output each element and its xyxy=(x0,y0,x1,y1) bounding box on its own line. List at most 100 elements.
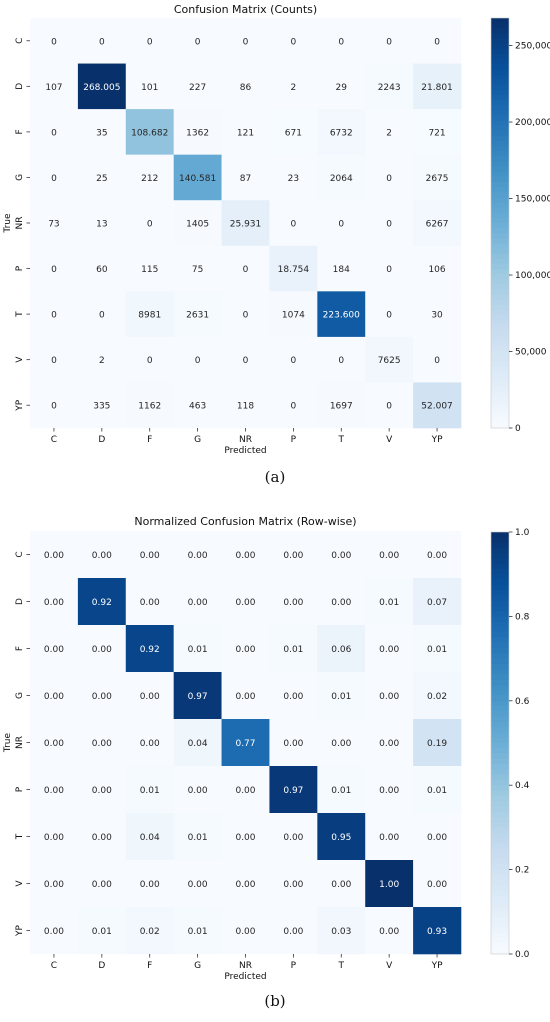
cell-value-label: 212 xyxy=(141,174,158,184)
colorbar-segment xyxy=(491,274,509,280)
cell-value-label: 227 xyxy=(189,83,206,93)
cell-value-label: 0.01 xyxy=(188,833,208,843)
heatmap-cell xyxy=(269,766,318,814)
cell-value-label: 25 xyxy=(96,174,107,184)
heatmap-cell xyxy=(269,813,318,861)
colorbar-segment xyxy=(491,558,509,565)
colorbar-segment xyxy=(491,310,509,316)
heatmap-cell xyxy=(30,63,79,110)
cell-value-label: 0.00 xyxy=(140,692,160,702)
cell-value-label: 0.01 xyxy=(427,645,447,655)
colorbar-segment xyxy=(491,853,509,860)
heatmap-cell xyxy=(365,672,414,720)
colorbar-segment xyxy=(491,906,509,913)
colorbar-segment xyxy=(491,156,509,162)
heatmap-cell xyxy=(173,154,222,201)
colorbar-segment xyxy=(491,537,509,543)
colorbar-segment xyxy=(491,223,509,229)
colorbar-tick-label: 50,000 xyxy=(515,348,547,358)
heatmap-cell xyxy=(77,109,127,155)
cell-value-label: 0.00 xyxy=(188,551,208,561)
heatmap-cell xyxy=(221,63,270,110)
heatmap-cell xyxy=(77,672,127,720)
colorbar-tick-label: 100,000 xyxy=(515,271,550,281)
cell-value-label: 0.01 xyxy=(140,786,160,796)
cell-value-label: 0.00 xyxy=(44,786,64,796)
heatmap-cell xyxy=(269,336,318,383)
colorbar-segment xyxy=(491,679,509,686)
colorbar-segment xyxy=(491,590,509,596)
heatmap-cell xyxy=(365,860,414,908)
cell-value-label: 0.00 xyxy=(283,598,303,608)
colorbar-segment xyxy=(491,243,509,250)
cell-value-label: 0.00 xyxy=(427,551,447,561)
heatmap-cell xyxy=(125,109,174,155)
heatmap-cell xyxy=(365,531,414,579)
heatmap-cell xyxy=(221,200,270,247)
colorbar-segment xyxy=(491,64,509,70)
heatmap-cell xyxy=(125,813,174,861)
colorbar-segment xyxy=(491,361,509,367)
cell-value-label: 21.801 xyxy=(421,83,453,93)
cell-value-label: 0.00 xyxy=(379,645,399,655)
cell-value-label: 0.00 xyxy=(44,645,64,655)
heatmap-cell xyxy=(77,719,127,767)
colorbar-segment xyxy=(491,253,509,260)
colorbar-segment xyxy=(491,584,509,591)
colorbar-segment xyxy=(491,769,509,776)
heatmap-cell xyxy=(30,336,79,383)
colorbar-segment xyxy=(491,23,509,29)
x-tick-label: G xyxy=(194,961,201,971)
colorbar-segment xyxy=(491,563,509,570)
colorbar-segment xyxy=(491,848,509,855)
heatmap-cell xyxy=(125,766,174,814)
colorbar-segment xyxy=(491,605,509,612)
colorbar-segment xyxy=(491,943,509,950)
heatmap-cell xyxy=(30,109,79,155)
colorbar-segment xyxy=(491,351,509,357)
heatmap-cell xyxy=(365,382,414,429)
heatmap-cell xyxy=(30,625,79,673)
heatmap-panel-normalized: Normalized Confusion Matrix (Row-wise) 0.… xyxy=(0,508,550,1022)
cell-value-label: 0.00 xyxy=(379,786,399,796)
heatmap-cell xyxy=(317,200,366,247)
colorbar-segment xyxy=(491,269,509,275)
colorbar-segment xyxy=(491,901,509,907)
cell-value-label: 0.00 xyxy=(379,833,399,843)
y-tick-label: NR xyxy=(15,217,25,230)
cell-value-label: 0.00 xyxy=(331,880,351,890)
colorbar-segment xyxy=(491,922,509,929)
x-tick-label: V xyxy=(386,961,393,971)
heatmap-cell xyxy=(77,382,127,429)
x-tick-label: V xyxy=(386,435,393,445)
heatmap-cell xyxy=(125,382,174,429)
colorbar-segment xyxy=(491,632,509,638)
cell-value-label: 0.00 xyxy=(235,833,255,843)
x-tick-label: F xyxy=(147,961,152,971)
cell-value-label: 140.581 xyxy=(179,174,216,184)
heatmap-cell xyxy=(269,531,318,579)
colorbar-segment xyxy=(491,207,509,214)
cell-value-label: 0 xyxy=(51,402,57,412)
colorbar-segment xyxy=(491,258,509,265)
colorbar-segment xyxy=(491,732,509,739)
colorbar-segment xyxy=(491,695,509,702)
heatmap-cell xyxy=(125,336,174,383)
colorbar-segment xyxy=(491,790,509,797)
colorbar-segment xyxy=(491,553,509,559)
colorbar-segment xyxy=(491,748,509,754)
colorbar-segment xyxy=(491,33,509,39)
heatmap-cell xyxy=(77,578,127,626)
colorbar-tick-label: 1.0 xyxy=(515,528,530,538)
heatmap-cell xyxy=(173,719,222,767)
heatmap-cell xyxy=(269,625,318,673)
heatmap-cell xyxy=(317,382,366,429)
colorbar-segment xyxy=(491,716,509,723)
colorbar-segment xyxy=(491,412,509,419)
heatmap-cell xyxy=(413,200,462,247)
cell-value-label: 0.01 xyxy=(188,927,208,937)
cell-value-label: 0.00 xyxy=(379,692,399,702)
cell-value-label: 0 xyxy=(338,37,344,47)
x-tick-label: YP xyxy=(431,435,443,445)
heatmap-cell xyxy=(365,813,414,861)
